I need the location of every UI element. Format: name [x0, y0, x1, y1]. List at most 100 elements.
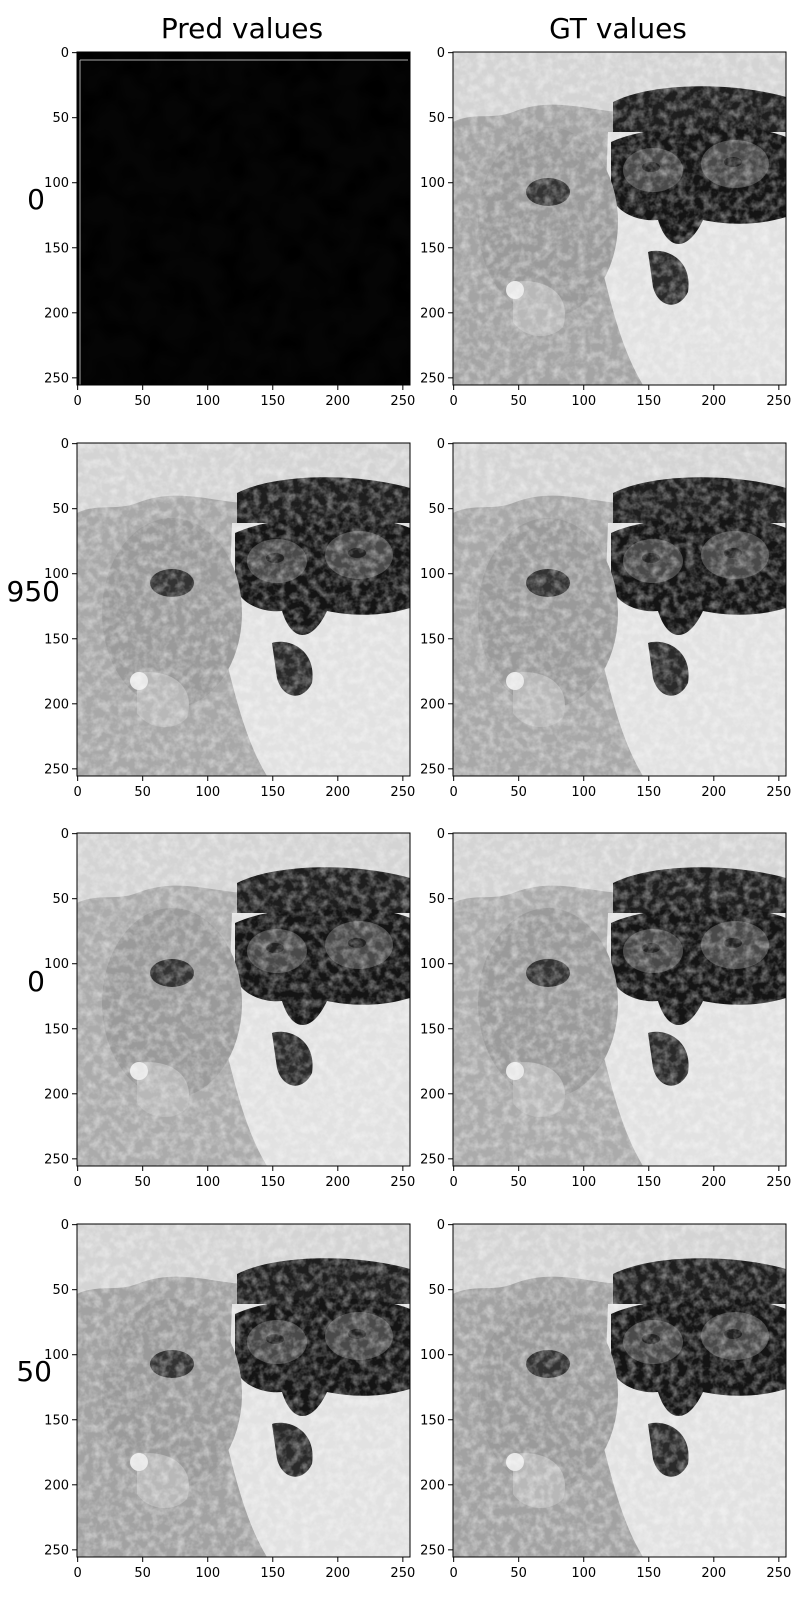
- x-tick-label: 50: [134, 785, 151, 800]
- x-tick-label: 250: [390, 1175, 415, 1190]
- panel-r3-c0: 0 50 100 150 200 250 0 50 100 150 200 250: [44, 1218, 415, 1581]
- y-tick-label: 200: [420, 306, 445, 321]
- x-tick-label: 0: [74, 785, 82, 800]
- x-tick-label: 200: [701, 1175, 726, 1190]
- y-tick-label: 50: [428, 111, 445, 126]
- photo-image: [77, 833, 410, 1166]
- y-tick-label: 200: [420, 1087, 445, 1102]
- y-tick-label: 200: [420, 697, 445, 712]
- x-tick-label: 100: [571, 1175, 596, 1190]
- y-tick-label: 0: [437, 437, 445, 452]
- y-tick-label: 0: [61, 437, 69, 452]
- noise-image: [77, 52, 410, 385]
- y-tick-label: 200: [420, 1478, 445, 1493]
- y-tick-label: 150: [420, 241, 445, 256]
- x-tick-label: 0: [450, 394, 458, 409]
- panel-r2-c0: 0 50 100 150 200 250 0 50 100 150 200 250: [44, 827, 415, 1190]
- x-tick-label: 250: [390, 1566, 415, 1581]
- axes-frame: [76, 1223, 411, 1558]
- x-tick-label: 150: [260, 394, 285, 409]
- x-tick-label: 100: [195, 1175, 220, 1190]
- x-tick-label: 250: [390, 394, 415, 409]
- y-tick-label: 100: [44, 567, 69, 582]
- photo-image: [453, 52, 786, 385]
- x-tick-label: 0: [450, 785, 458, 800]
- x-tick-label: 50: [134, 1175, 151, 1190]
- y-tick-label: 250: [44, 1152, 69, 1167]
- y-tick-label: 50: [52, 892, 69, 907]
- x-tick-label: 150: [260, 1566, 285, 1581]
- x-tick-label: 200: [325, 1175, 350, 1190]
- x-tick-label: 150: [260, 1175, 285, 1190]
- x-tick-label: 100: [571, 785, 596, 800]
- x-tick-label: 250: [766, 1175, 791, 1190]
- x-tick-label: 250: [766, 394, 791, 409]
- x-tick-label: 100: [195, 394, 220, 409]
- y-tick-label: 50: [428, 502, 445, 517]
- panel-r2-c1: 0 50 100 150 200 250 0 50 100 150 200 250: [420, 827, 791, 1190]
- y-tick-label: 200: [44, 1478, 69, 1493]
- axes-frame: [452, 1223, 787, 1558]
- row-label-0: 0: [27, 183, 45, 216]
- axes-frame: [452, 832, 787, 1167]
- y-tick-label: 0: [61, 1218, 69, 1233]
- y-tick-label: 150: [420, 632, 445, 647]
- x-tick-label: 100: [195, 1566, 220, 1581]
- y-tick-label: 250: [44, 371, 69, 386]
- x-tick-label: 50: [510, 1175, 527, 1190]
- panel-r3-c1: 0 50 100 150 200 250 0 50 100 150 200 250: [420, 1218, 791, 1581]
- x-tick-label: 50: [510, 785, 527, 800]
- y-tick-label: 100: [420, 567, 445, 582]
- x-tick-label: 150: [636, 785, 661, 800]
- y-tick-label: 0: [61, 46, 69, 61]
- axes-frame: [76, 832, 411, 1167]
- x-tick-label: 50: [510, 394, 527, 409]
- x-tick-label: 0: [74, 1566, 82, 1581]
- x-tick-label: 200: [701, 394, 726, 409]
- panel-r1-c1: 0 50 100 150 200 250 0 50 100 150 200 250: [420, 437, 791, 800]
- photo-image: [453, 833, 786, 1166]
- y-tick-label: 250: [420, 1543, 445, 1558]
- axes-frame: [452, 442, 787, 777]
- x-tick-label: 100: [571, 394, 596, 409]
- y-tick-label: 50: [428, 1283, 445, 1298]
- x-tick-label: 50: [134, 1566, 151, 1581]
- y-tick-label: 250: [420, 371, 445, 386]
- y-tick-label: 200: [44, 1087, 69, 1102]
- x-tick-label: 0: [74, 394, 82, 409]
- y-tick-label: 0: [437, 1218, 445, 1233]
- x-tick-label: 150: [260, 785, 285, 800]
- axes-frame: [76, 51, 411, 386]
- axes-frame: [76, 442, 411, 777]
- x-tick-label: 0: [450, 1566, 458, 1581]
- y-tick-label: 0: [61, 827, 69, 842]
- y-tick-label: 150: [44, 1413, 69, 1428]
- panel-r0-c1: 0 50 100 150 200 250 0 50 100 150 200 250: [420, 46, 791, 409]
- x-tick-label: 200: [325, 394, 350, 409]
- x-tick-label: 200: [325, 785, 350, 800]
- row-label-3: 50: [16, 1355, 52, 1388]
- x-tick-label: 200: [325, 1566, 350, 1581]
- y-tick-label: 0: [437, 827, 445, 842]
- x-tick-label: 0: [450, 1175, 458, 1190]
- column-title-pred: Pred values: [160, 12, 324, 45]
- y-tick-label: 250: [44, 1543, 69, 1558]
- y-tick-label: 250: [420, 762, 445, 777]
- panel-r1-c0: 0 50 100 150 200 250 0 50 100 150 200 250: [44, 437, 415, 800]
- y-tick-label: 200: [44, 306, 69, 321]
- y-tick-label: 150: [44, 632, 69, 647]
- x-tick-label: 150: [636, 1566, 661, 1581]
- x-tick-label: 250: [766, 1566, 791, 1581]
- y-tick-label: 50: [52, 1283, 69, 1298]
- x-tick-label: 150: [636, 1175, 661, 1190]
- y-tick-label: 100: [44, 176, 69, 191]
- y-tick-label: 250: [44, 762, 69, 777]
- x-tick-label: 0: [74, 1175, 82, 1190]
- y-tick-label: 0: [437, 46, 445, 61]
- panel-r0-c0: 0 50 100 150 200 250 0 50 100 150 200 250: [44, 46, 415, 409]
- row-label-2: 0: [27, 965, 45, 998]
- x-tick-label: 250: [766, 785, 791, 800]
- y-tick-label: 150: [44, 1022, 69, 1037]
- y-tick-label: 150: [420, 1022, 445, 1037]
- y-tick-label: 50: [428, 892, 445, 907]
